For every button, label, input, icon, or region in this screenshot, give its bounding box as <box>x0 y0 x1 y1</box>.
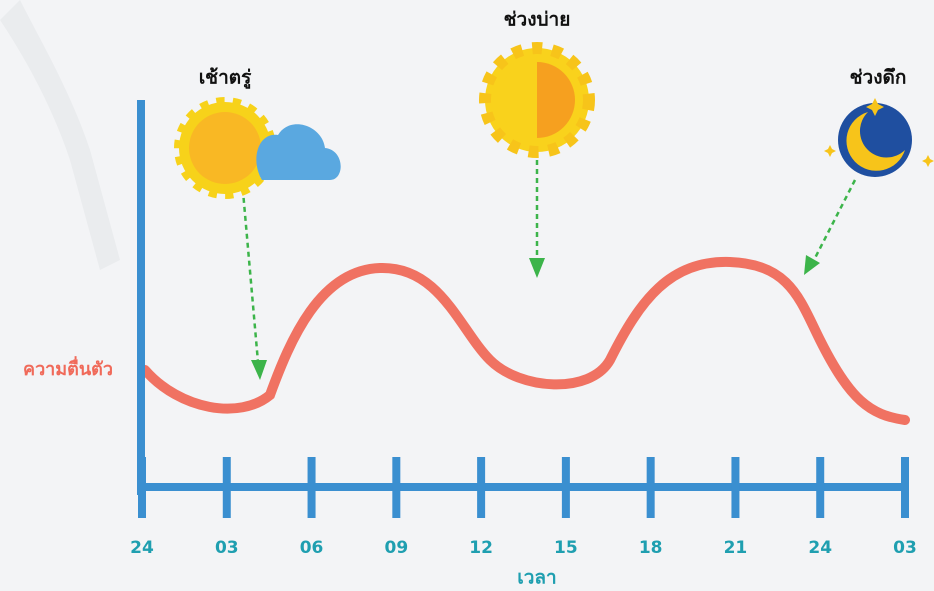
annotation: ช่วงบ่าย <box>504 9 571 31</box>
x-tick-label: 24 <box>130 538 154 558</box>
y-axis-label: ความตื่นตัว <box>23 356 113 380</box>
x-axis-label: เวลา <box>517 567 556 589</box>
chart: เช้าตรู่ ช่วงบ่าย ช่วงดึก ความตื่นตัว เว… <box>0 0 934 591</box>
x-tick-label: 06 <box>300 538 324 558</box>
x-tick-label: 21 <box>724 538 748 558</box>
x-tick-label: 03 <box>893 538 917 558</box>
x-tick-label: 12 <box>469 538 493 558</box>
x-tick-label: 18 <box>639 538 663 558</box>
x-tick-label: 09 <box>384 538 408 558</box>
x-tick-label: 03 <box>215 538 239 558</box>
annotation: เช้าตรู่ <box>199 67 252 90</box>
x-tick-label: 15 <box>554 538 578 558</box>
x-tick-label: 24 <box>808 538 832 558</box>
annotation: ช่วงดึก <box>850 67 907 89</box>
afternoon-icon <box>485 48 589 152</box>
